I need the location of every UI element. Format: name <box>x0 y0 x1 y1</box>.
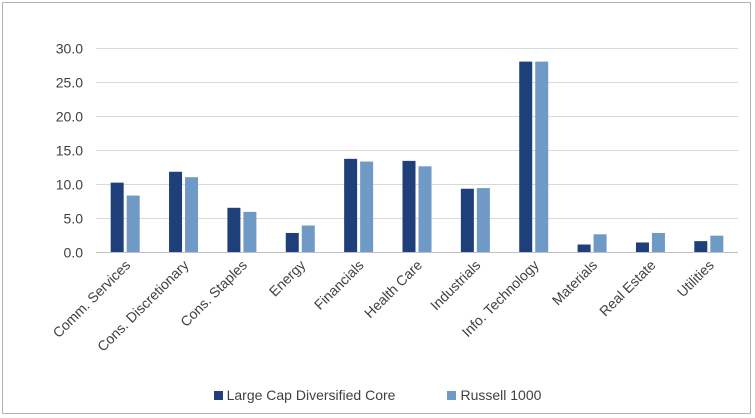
bar-large-cap <box>285 232 299 252</box>
bar-russell-1000 <box>535 61 549 252</box>
y-tick-label: 20.0 <box>56 109 83 125</box>
x-tick-label: Utilities <box>674 257 717 300</box>
bar-large-cap <box>227 207 241 252</box>
legend-swatch-series-2 <box>447 390 457 400</box>
x-tick-label: Health Care <box>361 257 425 321</box>
legend-item-series-1: Large Cap Diversified Core <box>213 387 396 403</box>
y-tick-label: 10.0 <box>56 177 83 193</box>
bar-russell-1000 <box>360 161 374 252</box>
x-tick-label: Industrials <box>427 257 483 313</box>
x-tick-label: Real Estate <box>596 257 659 320</box>
bar-large-cap <box>169 171 183 252</box>
y-tick-label: 15.0 <box>56 143 83 159</box>
bar-russell-1000 <box>651 232 665 252</box>
bars <box>110 61 724 252</box>
x-tick-label: Materials <box>549 257 600 308</box>
bar-russell-1000 <box>126 195 140 252</box>
bar-russell-1000 <box>185 177 199 252</box>
bar-large-cap <box>110 182 124 252</box>
bar-large-cap <box>577 244 591 252</box>
bar-russell-1000 <box>476 188 490 252</box>
y-tick-label: 5.0 <box>64 211 84 227</box>
bar-large-cap <box>460 188 474 252</box>
x-tick-label: Financials <box>311 257 367 313</box>
legend-item-series-2: Russell 1000 <box>447 387 541 403</box>
y-tick-label: 30.0 <box>56 41 83 57</box>
y-tick-label: 0.0 <box>64 245 84 261</box>
bar-large-cap <box>519 61 533 252</box>
bar-large-cap <box>344 158 358 252</box>
bar-large-cap <box>694 241 708 252</box>
bar-russell-1000 <box>593 234 607 252</box>
y-tick-label: 25.0 <box>56 75 83 91</box>
legend: Large Cap Diversified Core Russell 1000 <box>0 387 755 403</box>
bar-russell-1000 <box>710 235 724 252</box>
legend-swatch-series-1 <box>213 390 223 400</box>
bar-russell-1000 <box>301 225 315 252</box>
legend-label-series-1: Large Cap Diversified Core <box>226 387 396 403</box>
bar-large-cap <box>402 160 416 252</box>
bar-russell-1000 <box>418 166 432 252</box>
gridlines <box>96 48 738 219</box>
y-axis: 0.0 5.0 10.0 15.0 20.0 25.0 30.0 <box>56 41 83 261</box>
bar-large-cap <box>635 242 649 252</box>
bar-russell-1000 <box>243 211 257 252</box>
legend-label-series-2: Russell 1000 <box>460 387 542 403</box>
x-tick-label: Energy <box>266 257 309 300</box>
